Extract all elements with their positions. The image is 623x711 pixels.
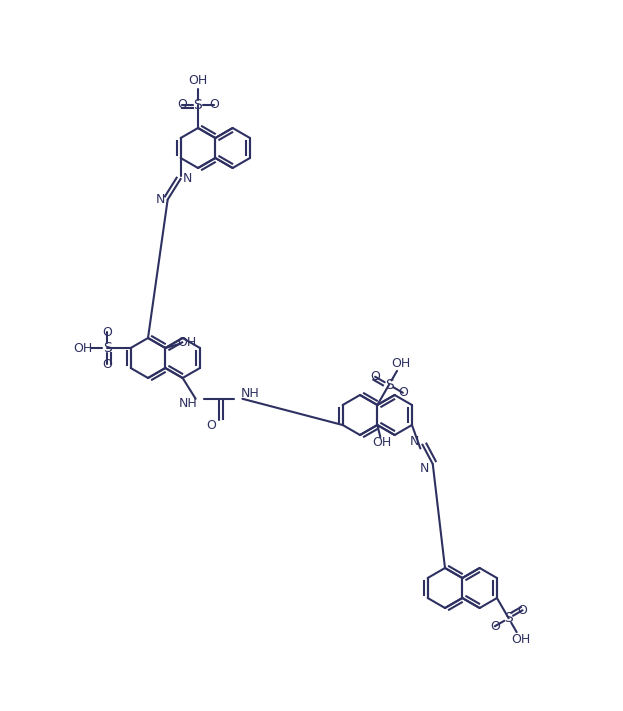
Text: S: S: [384, 378, 393, 392]
Text: S: S: [504, 611, 513, 625]
Text: O: O: [398, 386, 408, 400]
Text: OH: OH: [74, 341, 93, 355]
Text: S: S: [194, 97, 202, 112]
Text: N: N: [420, 461, 429, 474]
Text: O: O: [518, 604, 528, 616]
Text: NH: NH: [178, 397, 197, 410]
Text: OH: OH: [178, 336, 197, 348]
Text: O: O: [102, 326, 112, 338]
Text: N: N: [156, 193, 165, 206]
Text: OH: OH: [373, 437, 392, 449]
Text: N: N: [183, 172, 193, 186]
Text: N: N: [410, 435, 419, 448]
Text: O: O: [177, 98, 187, 111]
Text: O: O: [206, 419, 216, 432]
Text: O: O: [370, 370, 380, 383]
Text: O: O: [209, 98, 219, 111]
Text: S: S: [103, 341, 112, 355]
Text: OH: OH: [391, 358, 411, 370]
Text: OH: OH: [188, 74, 207, 87]
Text: NH: NH: [241, 387, 260, 400]
Text: O: O: [490, 620, 500, 633]
Text: OH: OH: [511, 633, 530, 646]
Text: O: O: [102, 358, 112, 370]
